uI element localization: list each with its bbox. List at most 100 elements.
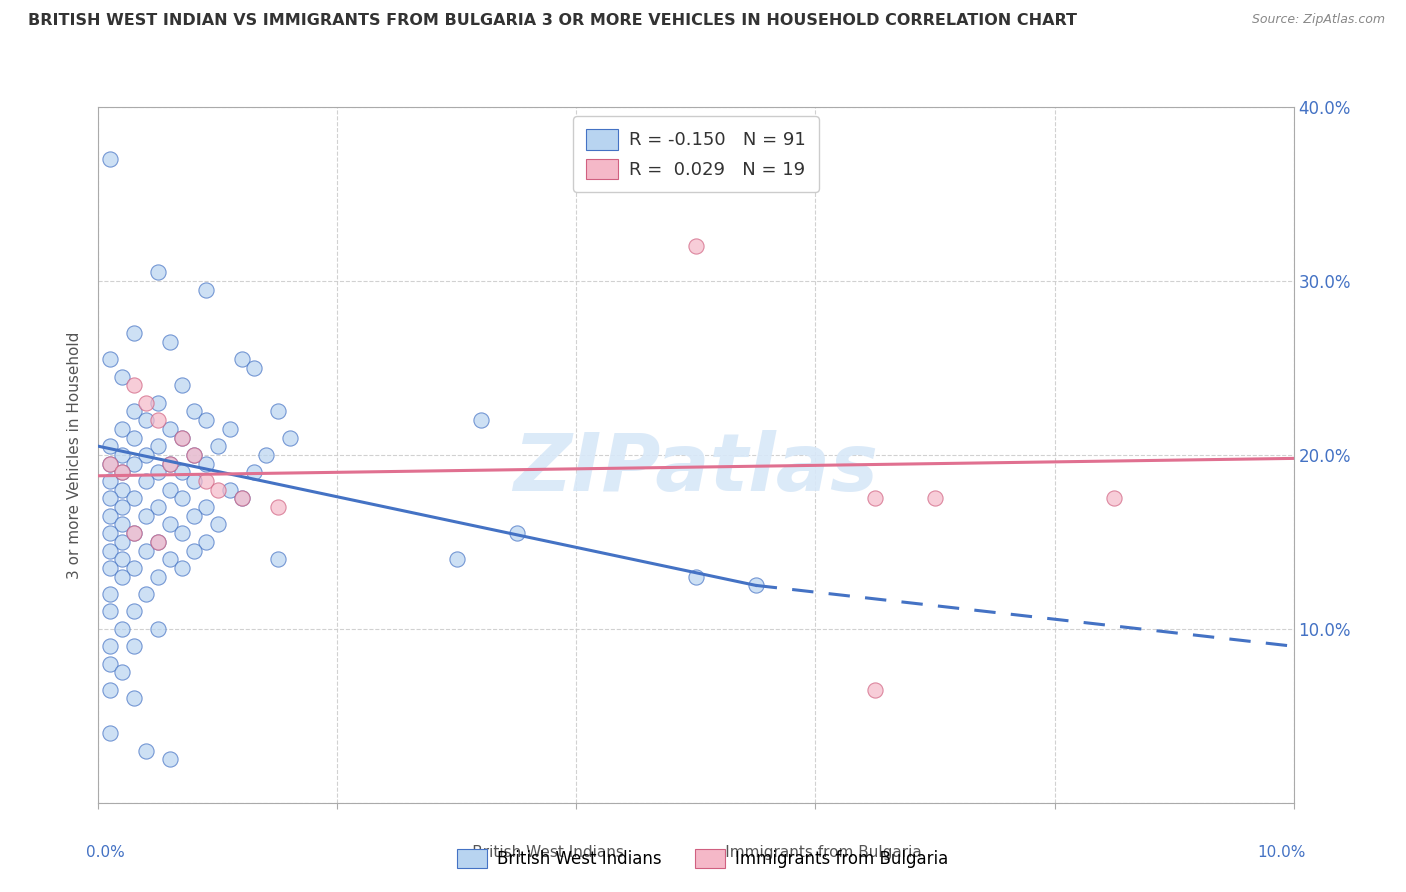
Point <box>159 483 181 497</box>
Point <box>135 413 157 427</box>
Point <box>135 587 157 601</box>
Point <box>111 466 134 480</box>
Point <box>111 534 134 549</box>
Legend: British West Indians, Immigrants from Bulgaria: British West Indians, Immigrants from Bu… <box>451 842 955 875</box>
Point <box>159 552 181 566</box>
Point <box>124 491 146 506</box>
Point <box>267 500 290 514</box>
Point <box>98 639 122 653</box>
Point <box>506 526 529 541</box>
Text: Source: ZipAtlas.com: Source: ZipAtlas.com <box>1251 13 1385 27</box>
Point <box>124 561 146 575</box>
Point <box>267 404 290 418</box>
Point <box>124 526 146 541</box>
Point <box>135 543 157 558</box>
Point <box>183 508 205 523</box>
Point <box>924 491 946 506</box>
Point <box>111 500 134 514</box>
Point <box>685 239 707 253</box>
Point <box>172 526 194 541</box>
Point <box>195 283 218 297</box>
Point <box>159 457 181 471</box>
Text: BRITISH WEST INDIAN VS IMMIGRANTS FROM BULGARIA 3 OR MORE VEHICLES IN HOUSEHOLD : BRITISH WEST INDIAN VS IMMIGRANTS FROM B… <box>28 13 1077 29</box>
Point <box>172 466 194 480</box>
Point <box>685 570 707 584</box>
Point <box>148 265 170 279</box>
Point <box>172 561 194 575</box>
Point <box>148 395 170 409</box>
Point <box>111 369 134 384</box>
Point <box>111 665 134 680</box>
Point <box>111 570 134 584</box>
Text: 10.0%: 10.0% <box>1257 845 1306 860</box>
Point <box>865 682 887 697</box>
Point <box>98 474 122 488</box>
Point <box>135 474 157 488</box>
Point <box>124 457 146 471</box>
Point <box>254 448 277 462</box>
Point <box>207 439 229 453</box>
Point <box>148 534 170 549</box>
Point <box>98 587 122 601</box>
Text: ▪ British West Indians: ▪ British West Indians <box>457 845 624 860</box>
Point <box>243 466 266 480</box>
Point <box>172 378 194 392</box>
Point <box>159 517 181 532</box>
Point <box>98 352 122 367</box>
Point <box>148 439 170 453</box>
Point <box>195 474 218 488</box>
Point <box>207 517 229 532</box>
Point <box>172 491 194 506</box>
Point <box>135 508 157 523</box>
Point <box>172 430 194 444</box>
Point <box>195 500 218 514</box>
Point <box>1104 491 1126 506</box>
Point <box>124 691 146 706</box>
Point <box>148 500 170 514</box>
Point <box>183 404 205 418</box>
Point <box>148 622 170 636</box>
Point <box>183 448 205 462</box>
Point <box>865 491 887 506</box>
Point <box>98 561 122 575</box>
Point <box>243 360 266 375</box>
Point <box>124 605 146 619</box>
Point <box>111 622 134 636</box>
Point <box>219 483 242 497</box>
Point <box>148 570 170 584</box>
Legend: R = -0.150   N = 91, R =  0.029   N = 19: R = -0.150 N = 91, R = 0.029 N = 19 <box>574 116 818 192</box>
Point <box>111 466 134 480</box>
Point <box>172 430 194 444</box>
Point <box>183 543 205 558</box>
Point <box>98 726 122 740</box>
Point <box>195 457 218 471</box>
Point <box>159 457 181 471</box>
Text: 0.0%: 0.0% <box>87 845 125 860</box>
Point <box>98 491 122 506</box>
Point <box>111 517 134 532</box>
Point <box>231 491 253 506</box>
Point <box>219 422 242 436</box>
Point <box>98 152 122 166</box>
Point <box>159 334 181 349</box>
Point <box>98 457 122 471</box>
Point <box>745 578 768 592</box>
Point <box>195 534 218 549</box>
Point <box>183 474 205 488</box>
Point <box>231 491 253 506</box>
Point <box>111 483 134 497</box>
Point <box>148 413 170 427</box>
Point <box>124 404 146 418</box>
Point <box>195 413 218 427</box>
Point <box>159 752 181 766</box>
Point <box>124 326 146 340</box>
Point <box>111 422 134 436</box>
Point <box>124 639 146 653</box>
Point <box>124 430 146 444</box>
Point <box>470 413 492 427</box>
Point <box>148 534 170 549</box>
Point <box>98 682 122 697</box>
Text: ZIPatlas: ZIPatlas <box>513 430 879 508</box>
Point <box>98 543 122 558</box>
Point <box>148 466 170 480</box>
